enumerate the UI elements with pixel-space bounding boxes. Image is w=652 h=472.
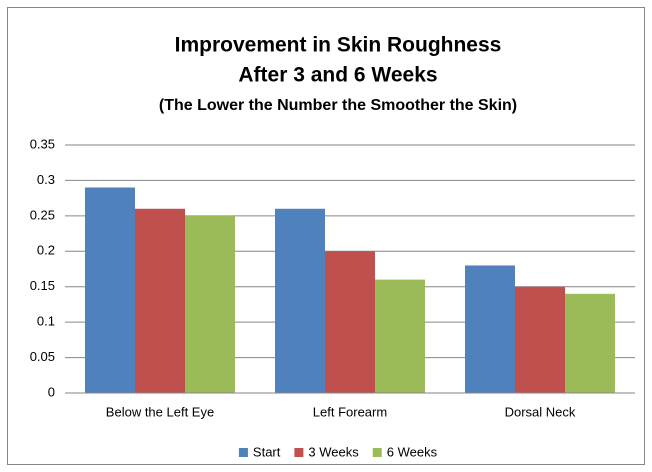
bar xyxy=(185,215,235,393)
bar xyxy=(465,265,515,393)
chart-title: Improvement in Skin Roughness xyxy=(175,34,502,57)
y-tick-label: 0.15 xyxy=(30,278,55,293)
legend-swatch xyxy=(238,448,248,457)
bar xyxy=(135,208,185,393)
chart-title: After 3 and 6 Weeks xyxy=(238,64,437,87)
legend-label: 6 Weeks xyxy=(387,444,438,459)
y-tick-label: 0.05 xyxy=(30,349,55,364)
y-tick-label: 0.25 xyxy=(30,207,55,222)
y-tick-label: 0.35 xyxy=(30,136,55,151)
bar xyxy=(565,293,615,393)
chart-subtitle: (The Lower the Number the Smoother the S… xyxy=(159,97,517,114)
x-tick-label: Left Forearm xyxy=(313,404,387,419)
y-tick-label: 0.2 xyxy=(37,243,55,258)
x-tick-label: Below the Left Eye xyxy=(106,404,214,419)
legend-swatch xyxy=(372,448,382,457)
y-tick-label: 0.1 xyxy=(37,314,55,329)
bar xyxy=(275,208,325,393)
bar xyxy=(85,187,135,393)
bar xyxy=(375,279,425,393)
y-tick-label: 0 xyxy=(48,384,55,399)
legend-swatch xyxy=(294,448,304,457)
legend-label: 3 Weeks xyxy=(308,444,359,459)
x-tick-label: Dorsal Neck xyxy=(505,404,576,419)
y-tick-label: 0.3 xyxy=(37,172,55,187)
bar xyxy=(515,286,565,393)
legend-label: Start xyxy=(253,444,281,459)
bar xyxy=(325,251,375,393)
